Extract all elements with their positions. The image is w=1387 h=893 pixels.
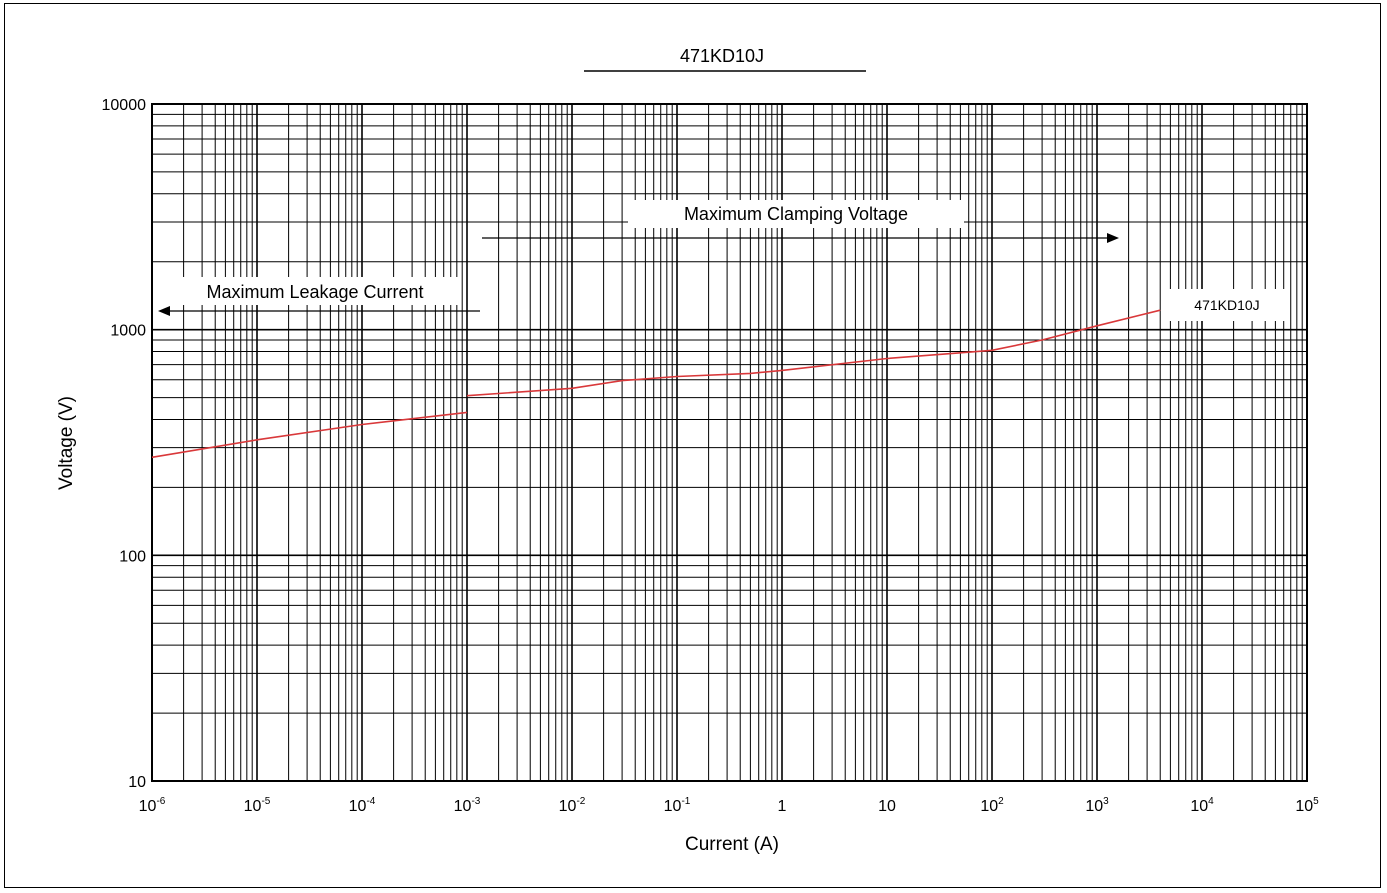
x-tick-label: 10-1 (664, 796, 691, 815)
x-tick-label: 10 (878, 798, 896, 815)
series-line (466, 309, 1161, 397)
x-tick-label: 103 (1085, 796, 1109, 815)
x-axis-label: Current (A) (685, 834, 779, 855)
leakage-label-box (170, 277, 460, 305)
x-tick-label: 10-6 (139, 796, 166, 815)
leakage-label: Maximum Leakage Current (206, 282, 423, 302)
chart-frame (4, 3, 1381, 888)
x-tick-label: 10-3 (454, 796, 481, 815)
grid-lines (151, 103, 1308, 782)
annotations: Maximum Leakage Current Maximum Clamping … (158, 200, 1119, 316)
x-tick-label: 1 (778, 798, 787, 815)
series-label-box (1168, 289, 1286, 321)
series-line (151, 411, 468, 459)
x-tick-label: 104 (1190, 796, 1214, 815)
x-tick-label: 10-5 (244, 796, 271, 815)
x-tick-label: 10-2 (559, 796, 586, 815)
leakage-arrow-head (158, 306, 170, 316)
y-tick-labels: 10 100 1000 10000 (102, 97, 147, 791)
x-tick-label: 105 (1295, 796, 1319, 815)
plot-border (151, 103, 1308, 782)
y-axis-label: Voltage (V) (56, 396, 77, 490)
x-tick-label: 10-4 (349, 796, 376, 815)
clamping-label-box (628, 200, 964, 228)
series-label: 471KD10J (1194, 297, 1259, 313)
series-group: 471KD10J (151, 289, 1286, 459)
y-tick-label: 10000 (102, 97, 147, 114)
chart-title: 471KD10J (680, 46, 764, 66)
y-tick-label: 10 (128, 774, 146, 791)
x-tick-labels: 10-6 10-5 10-4 10-3 10-2 10-1 1 10 102 103 104 105 (139, 796, 1319, 815)
clamping-label: Maximum Clamping Voltage (684, 204, 908, 224)
y-tick-label: 1000 (110, 323, 146, 340)
y-tick-label: 100 (119, 548, 146, 565)
clamping-arrow-head (1107, 233, 1119, 243)
x-tick-label: 102 (980, 796, 1004, 815)
